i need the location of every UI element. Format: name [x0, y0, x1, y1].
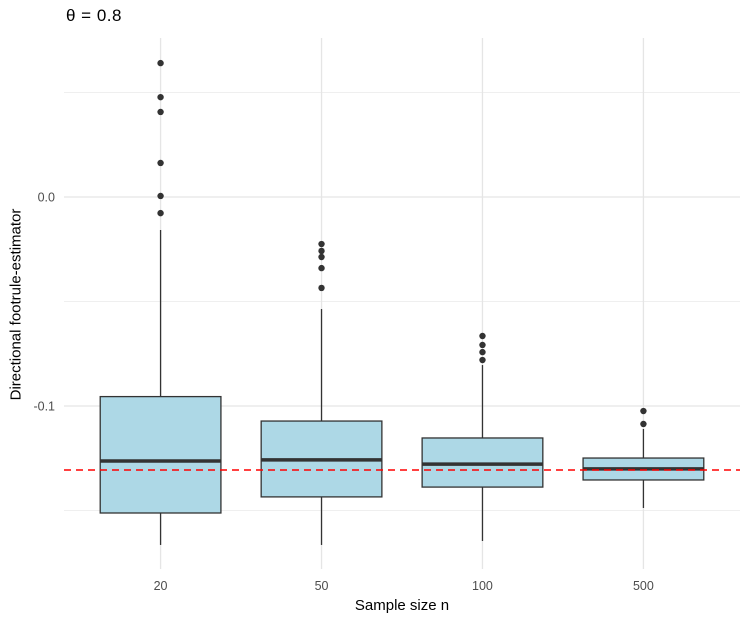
- box-n-20: [99, 395, 222, 514]
- outlier-point-n-50: [318, 284, 325, 292]
- outlier-point-n-20: [157, 93, 164, 101]
- y-axis-title: Directional footrule-estimator: [7, 208, 25, 401]
- outlier-point-n-500: [640, 407, 647, 415]
- outlier-point-n-100: [479, 348, 486, 356]
- outlier-point-n-50: [318, 240, 325, 248]
- y-tick-label: -0.1: [33, 400, 55, 414]
- x-axis-title: Sample size n: [354, 597, 450, 614]
- outlier-point-n-20: [157, 108, 164, 116]
- x-tick-label: 100: [472, 579, 493, 593]
- outlier-point-n-20: [157, 192, 164, 200]
- outlier-point-n-500: [640, 420, 647, 428]
- outlier-point-n-50: [318, 247, 325, 255]
- x-tick-label: 50: [315, 579, 329, 593]
- outlier-point-n-20: [157, 209, 164, 217]
- outlier-point-n-20: [157, 159, 164, 167]
- x-tick-label: 20: [154, 579, 168, 593]
- x-tick-label: 500: [633, 579, 654, 593]
- outlier-point-n-100: [479, 332, 486, 340]
- outlier-point-n-20: [157, 59, 164, 67]
- outlier-point-n-100: [479, 341, 486, 349]
- y-tick-label: 0.0: [38, 191, 55, 205]
- outlier-point-n-100: [479, 356, 486, 364]
- plot-title: θ = 0.8: [66, 6, 122, 25]
- outlier-point-n-50: [318, 264, 325, 272]
- outlier-point-n-50: [318, 253, 325, 261]
